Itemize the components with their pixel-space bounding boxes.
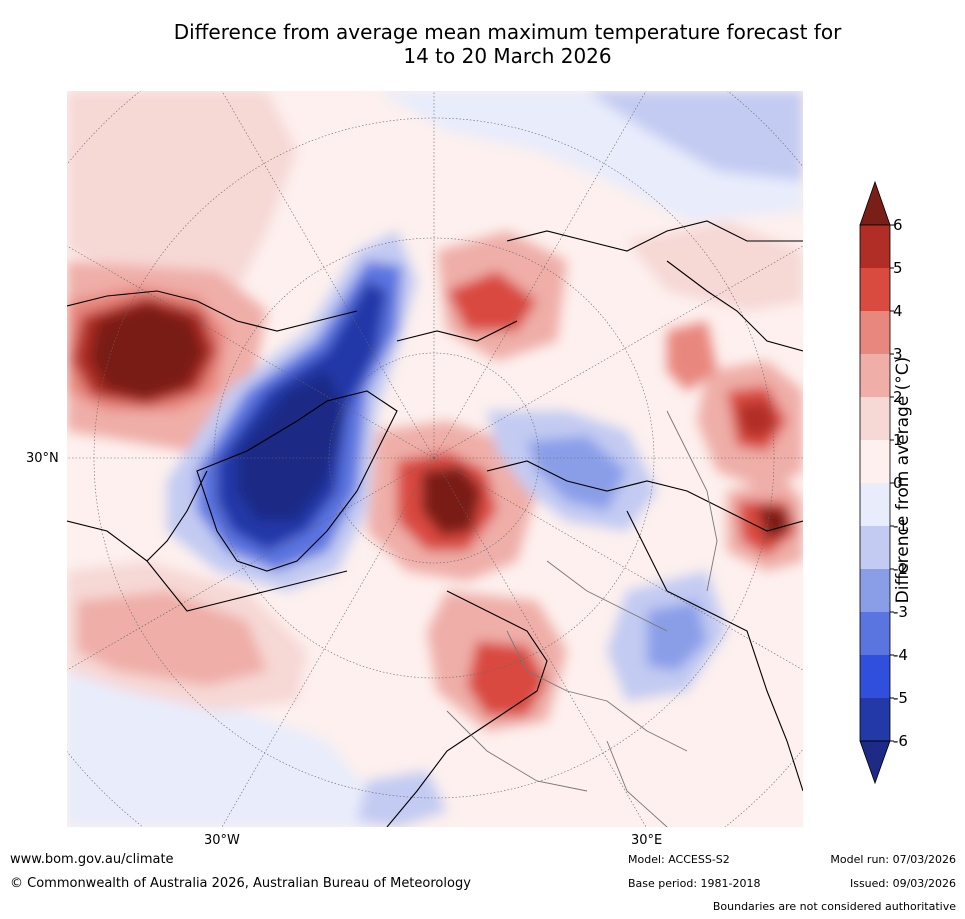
colorbar-segment <box>860 655 890 698</box>
colorbar-segment <box>860 354 890 397</box>
colorbar-tick-label: -4 <box>893 646 908 664</box>
map-title: Difference from average mean maximum tem… <box>60 20 955 68</box>
title-line-1: Difference from average mean maximum tem… <box>173 20 842 44</box>
anomaly-fields <box>67 91 803 827</box>
colorbar-segment <box>860 440 890 483</box>
colorbar-tick-label: 4 <box>893 302 903 320</box>
colorbar-over-arrow <box>859 180 891 226</box>
graticule <box>67 91 803 827</box>
lon-label-30w: 30°W <box>204 833 240 848</box>
colorbar-tick-label: -6 <box>893 732 908 750</box>
colorbar-tick-label: -3 <box>893 603 908 621</box>
colorbar-tick-label: 0 <box>893 474 903 492</box>
lon-label-30e: 30°E <box>631 833 663 848</box>
colorbar-tick-label: -2 <box>893 560 908 578</box>
colorbar-tick-label: -5 <box>893 689 908 707</box>
colorbar-segment <box>860 268 890 311</box>
coastlines <box>67 220 803 827</box>
footer-copyright: © Commonwealth of Australia 2026, Austra… <box>10 876 471 891</box>
colorbar-segment <box>860 483 890 526</box>
colorbar: 6 5 4 3 2 1 0 -1 -2 -3 -4 -5 -6 <box>855 180 965 790</box>
colorbar-tick-label: -1 <box>893 517 908 535</box>
colorbar-segment <box>860 698 890 741</box>
colorbar-segment <box>860 311 890 354</box>
footer-issued: Issued: 09/03/2026 <box>849 877 956 890</box>
title-line-2: 14 to 20 March 2026 <box>403 44 612 68</box>
colorbar-segment <box>860 225 890 268</box>
footer-disclaimer: Boundaries are not considered authoritat… <box>712 900 956 913</box>
footer-url[interactable]: www.bom.gov.au/climate <box>10 852 174 867</box>
colorbar-title: Difference from average (°C) <box>893 356 913 604</box>
colorbar-under-arrow <box>859 740 891 785</box>
colorbar-tick-label: 5 <box>893 259 903 277</box>
colorbar-segment <box>860 397 890 440</box>
colorbar-tick-label: 1 <box>893 431 903 449</box>
footer-model-run: Model run: 07/03/2026 <box>830 853 956 866</box>
footer-base-period: Base period: 1981-2018 <box>628 877 761 890</box>
footer-model: Model: ACCESS-S2 <box>628 853 730 866</box>
colorbar-segment <box>860 569 890 612</box>
colorbar-tick-label: 2 <box>893 388 903 406</box>
colorbar-segment <box>860 612 890 655</box>
colorbar-tick-label: 3 <box>893 345 903 363</box>
temperature-anomaly-map[interactable] <box>67 91 803 827</box>
colorbar-tick-label: 6 <box>893 216 903 234</box>
lat-label-30n: 30°N <box>26 451 59 466</box>
colorbar-segment <box>860 526 890 569</box>
country-borders <box>446 410 718 827</box>
